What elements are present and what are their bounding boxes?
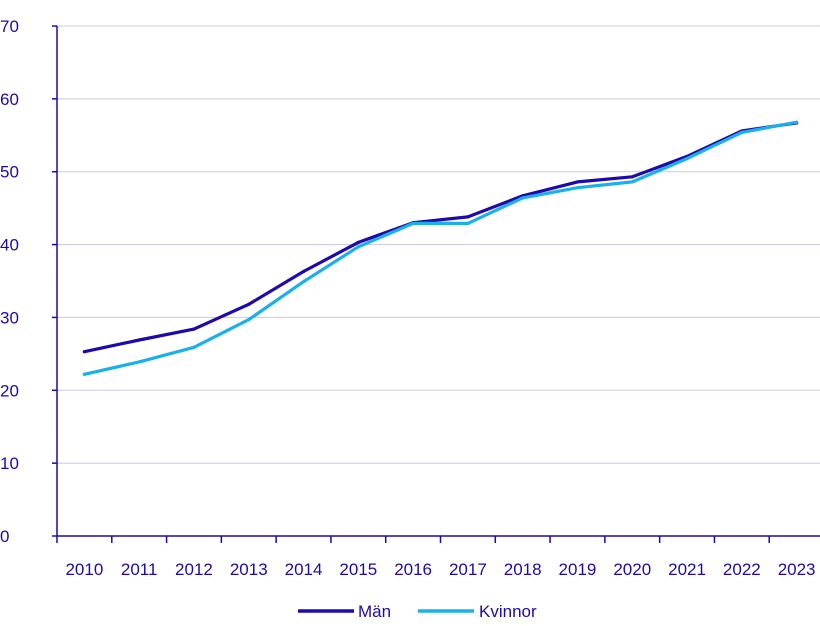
x-tick-label: 2013 [230, 560, 268, 579]
data-point [466, 215, 470, 219]
x-tick-label: 2010 [65, 560, 103, 579]
data-point [247, 302, 251, 306]
data-point [192, 345, 196, 349]
y-tick-label: 70 [0, 17, 19, 36]
data-point [356, 240, 360, 244]
data-point [795, 120, 799, 124]
x-tick-label: 2019 [559, 560, 597, 579]
legend-label: Kvinnor [479, 602, 537, 621]
y-tick-label: 10 [0, 454, 19, 473]
gridlines [57, 25, 820, 464]
series-line-kvinnor [82, 120, 799, 376]
x-tick-label: 2017 [449, 560, 487, 579]
x-tick-label: 2023 [778, 560, 816, 579]
x-tick-label: 2011 [121, 560, 158, 579]
x-tick-label: 2018 [504, 560, 542, 579]
data-point [356, 245, 360, 249]
data-point [301, 280, 306, 284]
series-line-man [82, 121, 799, 354]
y-tick-label: 60 [0, 90, 19, 109]
x-tick-label: 2015 [339, 560, 377, 579]
legend: Män Kvinnor [298, 602, 537, 621]
legend-label: Män [358, 602, 391, 621]
y-tick-label: 20 [0, 381, 19, 400]
data-point [630, 180, 634, 184]
data-point [685, 157, 689, 161]
y-tick-label: 30 [0, 308, 19, 327]
data-point [82, 372, 86, 376]
data-point [466, 221, 470, 226]
tick-labels: 0 10 20 30 40 50 60 70 2010 2011 2012 2013 2014 2015 2… [0, 17, 816, 579]
data-point [192, 327, 196, 331]
axes [52, 25, 820, 543]
data-point [82, 350, 86, 354]
data-point [137, 338, 141, 342]
data-point [575, 186, 580, 190]
data-point [247, 318, 251, 322]
y-tick-label: 50 [0, 163, 19, 182]
y-tick-label: 40 [0, 236, 19, 255]
series-lines [82, 120, 799, 376]
x-tick-label: 2012 [175, 560, 213, 579]
data-point [630, 175, 634, 179]
data-point [411, 221, 415, 226]
x-tick-label: 2022 [723, 560, 761, 579]
data-point [575, 180, 580, 184]
data-point [740, 130, 744, 134]
x-tick-label: 2016 [394, 560, 432, 579]
x-tick-label: 2021 [668, 560, 706, 579]
data-point [137, 360, 141, 364]
data-point [521, 196, 525, 200]
x-tick-label: 2014 [285, 560, 323, 579]
y-tick-label: 0 [0, 527, 9, 546]
x-tick-label: 2020 [613, 560, 651, 579]
data-point [301, 269, 306, 274]
